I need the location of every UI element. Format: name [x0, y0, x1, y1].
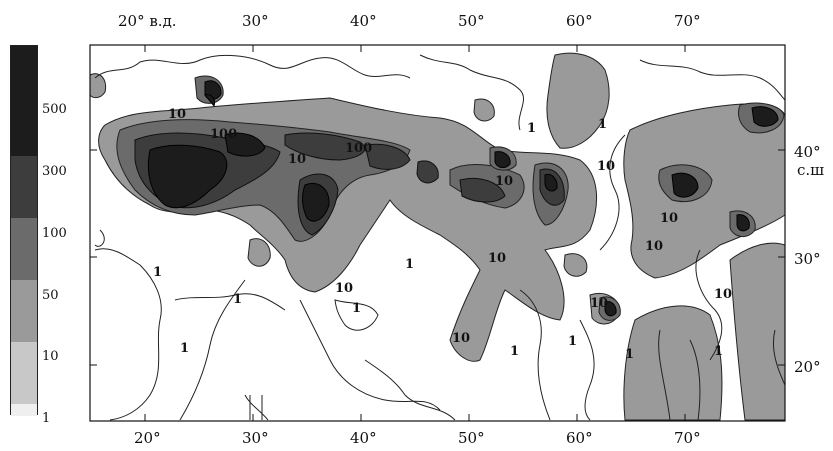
- top-label-60: 60°: [566, 12, 593, 30]
- legend-band-500: [11, 46, 37, 156]
- map-frame: [89, 44, 786, 422]
- legend-tick-500: 500: [42, 102, 67, 117]
- contour-label: 1: [153, 265, 162, 280]
- legend-tick-300: 300: [42, 164, 67, 179]
- contour-label: 10: [335, 281, 353, 296]
- legend-tick-100: 100: [42, 226, 67, 241]
- contour-label: 1: [625, 347, 634, 362]
- bottom-label-50: 50°: [458, 429, 485, 447]
- top-label-50: 50°: [458, 12, 485, 30]
- bottom-label-60: 60°: [566, 429, 593, 447]
- contour-label: 1: [510, 344, 519, 359]
- contour-label: 10: [660, 211, 678, 226]
- top-label-20: 20° в.д.: [118, 12, 177, 30]
- contour-label: 10: [288, 152, 306, 167]
- contour-label: 1: [527, 121, 536, 136]
- right-label-north: с.ш: [797, 161, 824, 179]
- top-label-70: 70°: [674, 12, 701, 30]
- contour-label: 1: [714, 344, 723, 359]
- top-label-30: 30°: [242, 12, 269, 30]
- color-scale-legend: [10, 45, 38, 416]
- contour-labels: 10 100 100 10 10 10 10 10 10 10 1 1 1 1 …: [153, 107, 732, 362]
- legend-tick-50: 50: [42, 288, 59, 303]
- right-label-20: 20°: [794, 358, 821, 376]
- contour-lines-level-1: [94, 54, 786, 421]
- legend-band-10: [11, 342, 37, 404]
- contour-label: 10: [597, 159, 615, 174]
- contour-label: 10: [168, 107, 186, 122]
- bottom-label-40: 40°: [350, 429, 377, 447]
- contour-label: 10: [488, 251, 506, 266]
- axis-ticks: [90, 45, 785, 421]
- legend-tick-10: 10: [42, 349, 59, 364]
- right-label-40: 40°: [794, 143, 821, 161]
- contour-label: 100: [210, 127, 237, 142]
- legend-band-300: [11, 156, 37, 218]
- contour-label: 1: [405, 257, 414, 272]
- contour-label: 1: [180, 341, 189, 356]
- contour-label: 10: [714, 287, 732, 302]
- bottom-label-30: 30°: [242, 429, 269, 447]
- legend-band-50: [11, 280, 37, 342]
- legend-band-1: [11, 404, 37, 416]
- legend-tick-1: 1: [42, 411, 51, 426]
- contour-label: 10: [645, 239, 663, 254]
- top-label-40: 40°: [350, 12, 377, 30]
- contour-label: 10: [452, 331, 470, 346]
- contour-label: 1: [233, 292, 242, 307]
- right-label-30: 30°: [794, 250, 821, 268]
- contour-label: 1: [352, 301, 361, 316]
- contour-label: 1: [598, 117, 607, 132]
- region-level-300: [147, 80, 779, 317]
- contour-label: 1: [568, 334, 577, 349]
- legend-band-100: [11, 218, 37, 280]
- contour-label: 10: [495, 174, 513, 189]
- contour-label: 100: [345, 141, 372, 156]
- contour-label: 10: [590, 296, 608, 311]
- bottom-label-70: 70°: [674, 429, 701, 447]
- bottom-label-20: 20°: [134, 429, 161, 447]
